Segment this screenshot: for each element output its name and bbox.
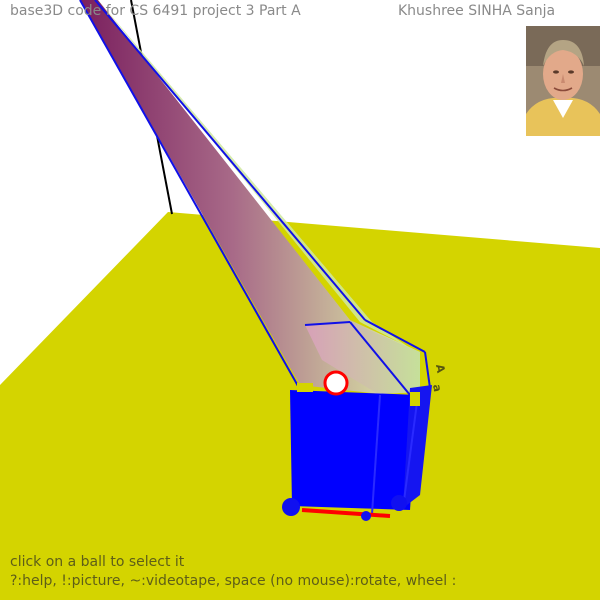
author-photo-icon bbox=[526, 26, 600, 136]
label-marker bbox=[297, 383, 313, 392]
vertex-label-b: a bbox=[430, 383, 444, 393]
cone-edge-right bbox=[94, 0, 366, 321]
selected-edge bbox=[301, 508, 391, 518]
box-side-face bbox=[403, 385, 432, 508]
window-title-left: base3D code for CS 6491 project 3 Part A bbox=[10, 3, 301, 19]
box-edge bbox=[402, 394, 419, 509]
help-instruction-keys: ?:help, !:picture, ~:videotape, space (n… bbox=[10, 573, 457, 589]
control-ball[interactable] bbox=[361, 511, 371, 521]
cone-edge-left bbox=[79, 0, 299, 387]
cone-edge-joint-2 bbox=[364, 319, 426, 353]
selected-ball[interactable] bbox=[323, 370, 349, 396]
box-front-face bbox=[290, 390, 418, 510]
control-ball[interactable] bbox=[282, 498, 300, 516]
cone-joint bbox=[305, 322, 420, 394]
label-marker bbox=[410, 392, 420, 406]
cone-edge-joint-1 bbox=[304, 321, 351, 326]
cone-edge-joint-3 bbox=[349, 321, 411, 396]
box-edge bbox=[371, 394, 381, 515]
cone-body bbox=[80, 0, 420, 394]
cone-edge-joint-4 bbox=[424, 351, 431, 389]
vertex-label-a: A bbox=[433, 363, 447, 374]
help-instruction-select: click on a ball to select it bbox=[10, 554, 185, 570]
control-ball[interactable] bbox=[391, 495, 407, 511]
window-title-right: Khushree SINHA Sanja bbox=[398, 3, 556, 19]
